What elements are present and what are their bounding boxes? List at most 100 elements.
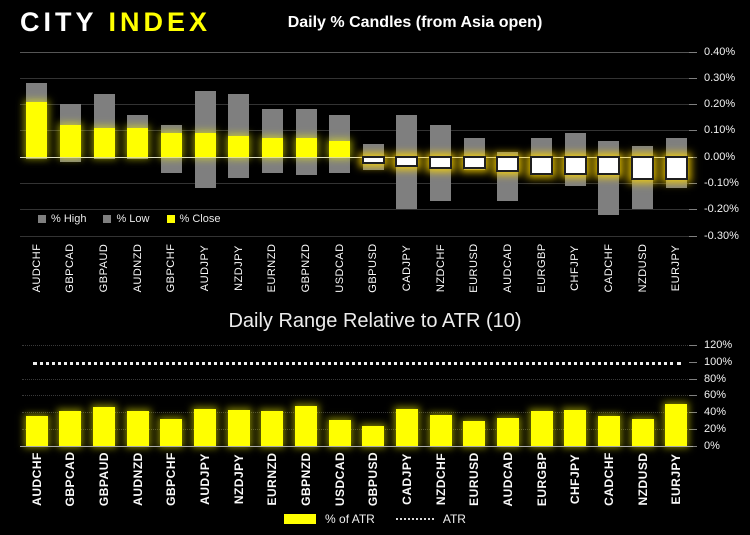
x-label: USDCAD [332, 451, 347, 507]
x-label: AUDJPY [199, 244, 212, 292]
close-swatch-icon [166, 215, 175, 223]
x-label: GBPAUD [98, 243, 111, 293]
close-bar [93, 127, 115, 157]
x-label: AUDCHF [30, 243, 43, 293]
x-label: AUDNZD [131, 243, 144, 293]
atr-bar [194, 408, 217, 446]
low-swatch-icon [103, 215, 112, 223]
close-bar-negative [631, 155, 655, 180]
y-tick-label: -0.10% [704, 177, 739, 190]
close-bar [228, 135, 250, 157]
x-label: NZDCHF [434, 243, 447, 293]
close-bar [59, 125, 81, 157]
x-label: CADCHF [602, 243, 615, 293]
atr-bar [496, 418, 519, 446]
x-label: GBPNZD [300, 243, 313, 293]
close-bar [26, 101, 48, 157]
y-tick-label: 0.20% [704, 98, 736, 111]
close-bar-negative [462, 155, 486, 170]
y-tick-mark [689, 446, 697, 447]
high-swatch-icon [38, 215, 46, 223]
y-tick-mark [689, 104, 697, 106]
dotted-grid-line [22, 412, 692, 414]
zero-line [20, 156, 693, 158]
y-tick-mark [689, 130, 697, 132]
x-label: EURJPY [670, 244, 683, 292]
atr-legend: % of ATR ATR [0, 512, 750, 526]
atr-bar [362, 425, 385, 446]
x-label: NZDUSD [636, 243, 649, 293]
y-tick-mark [689, 235, 697, 237]
y-tick-label: 0% [704, 440, 720, 452]
x-label: AUDCAD [501, 243, 514, 293]
x-label: CADJPY [400, 244, 413, 292]
atr-bar [126, 410, 149, 446]
y-tick-label: 0.10% [704, 124, 736, 137]
x-axis-baseline [20, 446, 693, 447]
atr-bar [429, 414, 452, 446]
x-label: EURGBP [534, 451, 549, 507]
x-label: NZDJPY [231, 453, 246, 505]
y-tick-mark [689, 412, 697, 414]
atr-chart-title: Daily Range Relative to ATR (10) [228, 310, 522, 332]
grid-line [20, 51, 693, 53]
close-bar [194, 133, 216, 157]
x-label: GBPCHF [164, 452, 179, 506]
grid-line [20, 209, 693, 211]
x-label: GBPUSD [366, 451, 381, 507]
close-bar [261, 138, 283, 157]
close-bar [127, 127, 149, 157]
x-label: CHFJPY [568, 453, 583, 505]
x-label: EURNZD [266, 243, 279, 293]
atr-dotted-line-icon [395, 518, 434, 520]
legend-low-label: % Low [116, 213, 150, 225]
atr-bar [395, 408, 418, 446]
x-label: AUDCHF [29, 452, 44, 506]
close-bar-negative [597, 155, 621, 175]
x-label: CADJPY [399, 453, 414, 505]
dotted-grid-line [22, 344, 692, 346]
close-bar-negative [395, 155, 419, 167]
x-label: EURJPY [669, 453, 684, 505]
y-tick-mark [689, 395, 697, 397]
legend-high-label: % High [51, 213, 87, 225]
x-label: NZDCHF [433, 452, 448, 506]
x-label: NZDUSD [635, 452, 650, 506]
legend-atr-label: ATR [442, 512, 466, 526]
x-label: EURUSD [468, 243, 481, 293]
atr-bar [25, 415, 48, 446]
legend-pct-of-atr-label: % of ATR [325, 512, 375, 526]
city-index-logo: CITY INDEX [20, 7, 211, 38]
close-bar [160, 133, 182, 157]
x-label: EURGBP [535, 243, 548, 293]
y-tick-label: -0.20% [704, 203, 739, 216]
y-tick-label: -0.30% [704, 229, 739, 242]
atr-bar [328, 419, 351, 446]
x-label: CHFJPY [569, 245, 582, 291]
grid-line [20, 183, 693, 185]
grid-line [20, 235, 693, 237]
dotted-grid-line [22, 378, 692, 380]
y-tick-mark [689, 183, 697, 185]
atr-bar [530, 411, 553, 446]
atr-bar [160, 419, 183, 446]
y-tick-mark [689, 429, 697, 431]
y-tick-mark [689, 51, 697, 53]
x-label: USDCAD [333, 243, 346, 293]
y-tick-label: 20% [704, 423, 727, 436]
y-tick-mark [689, 156, 697, 158]
dotted-grid-line [22, 395, 692, 397]
logo-index-text: INDEX [108, 7, 212, 37]
x-label: GBPCHF [165, 243, 178, 293]
y-tick-mark [689, 378, 697, 380]
high-low-bar [598, 141, 620, 215]
y-tick-label: 40% [704, 406, 727, 419]
atr-bar [463, 420, 486, 446]
x-label: GBPCAD [63, 451, 78, 507]
legend-item-high: % High [38, 213, 86, 225]
y-tick-label: 0.30% [704, 71, 736, 84]
legend-item-low: % Low [103, 213, 150, 225]
x-label: GBPCAD [64, 243, 77, 293]
candles-chart-title: Daily % Candles (from Asia open) [287, 14, 543, 31]
close-bar [329, 141, 351, 157]
